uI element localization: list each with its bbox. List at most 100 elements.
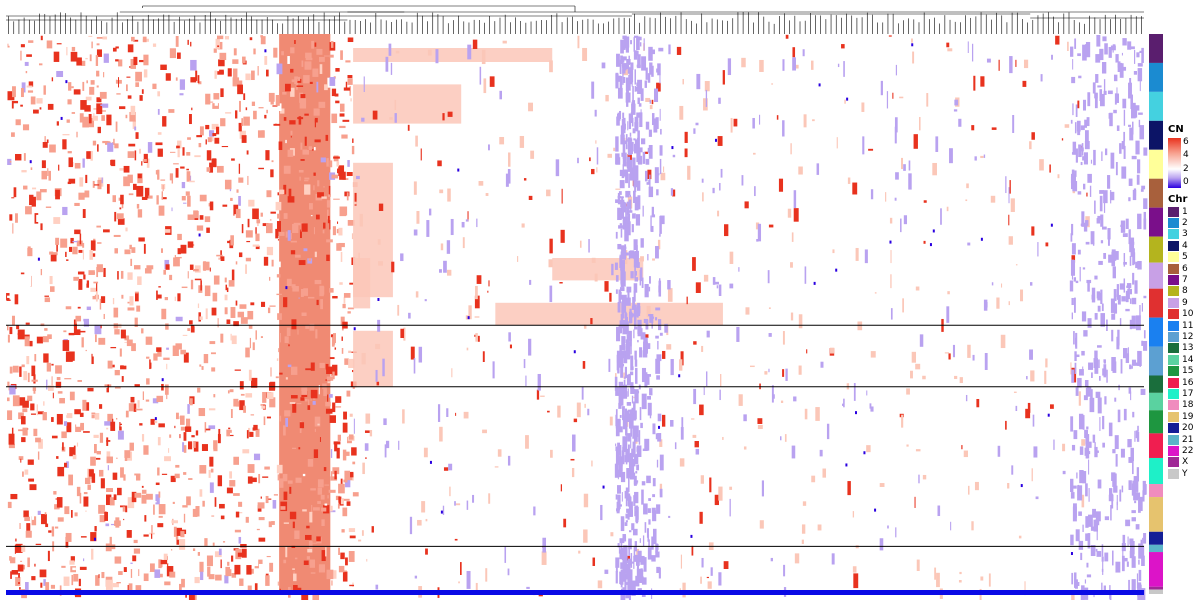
cn-cell xyxy=(124,249,131,255)
cn-cell xyxy=(113,138,115,145)
cn-cell xyxy=(618,418,621,426)
cn-cell xyxy=(577,35,580,49)
cn-cell xyxy=(86,306,92,311)
cn-cell xyxy=(397,304,400,316)
cn-cell xyxy=(637,79,643,94)
cn-cell xyxy=(609,292,612,302)
cn-cell xyxy=(51,252,58,256)
cn-cell xyxy=(317,479,324,488)
cn-cell xyxy=(273,299,279,306)
cn-cell xyxy=(1142,490,1145,502)
cn-cell xyxy=(1129,127,1134,141)
cn-cell xyxy=(326,366,333,375)
chr-legend-item: 12 xyxy=(1168,331,1200,342)
cn-cell xyxy=(958,580,962,583)
cn-cell xyxy=(657,63,661,76)
cn-cell xyxy=(1085,41,1091,58)
cn-cell xyxy=(1102,226,1107,230)
cn-cell xyxy=(230,235,234,246)
cn-cell xyxy=(26,54,32,57)
cn-cell xyxy=(69,391,75,401)
cn-cell xyxy=(332,296,338,299)
cn-cell xyxy=(782,59,785,71)
cn-cell xyxy=(1005,420,1007,430)
chr-label: 2 xyxy=(1182,218,1188,229)
cn-cell xyxy=(1101,303,1104,312)
cn-cell xyxy=(1051,54,1053,60)
cn-cell xyxy=(980,576,984,581)
cn-cell xyxy=(674,442,677,450)
cn-cell xyxy=(1077,191,1082,195)
cn-cell xyxy=(803,114,807,128)
cn-cell xyxy=(652,528,657,545)
cn-cell xyxy=(1141,303,1143,312)
cn-cell xyxy=(57,391,63,394)
cn-cell xyxy=(217,475,223,487)
cn-cell xyxy=(238,122,242,132)
cn-cell xyxy=(901,414,904,428)
cn-cell xyxy=(215,574,222,581)
cn-cell xyxy=(218,59,225,67)
cn-cell xyxy=(615,386,619,396)
cn-cell xyxy=(1097,85,1102,88)
cn-cell xyxy=(1134,500,1137,504)
cn-cell xyxy=(629,194,631,198)
cn-cell xyxy=(67,151,72,154)
cn-cell xyxy=(245,257,252,262)
cn-cell xyxy=(212,103,219,109)
cn-cell xyxy=(301,223,308,232)
cn-cell xyxy=(620,363,625,367)
cn-cell xyxy=(275,228,279,239)
cn-cell xyxy=(1000,283,1003,288)
cn-cell xyxy=(26,398,31,401)
cn-cell xyxy=(240,393,245,396)
cn-cell xyxy=(110,523,116,526)
cn-cell xyxy=(1134,430,1136,442)
cn-cell xyxy=(293,571,295,574)
cn-cell xyxy=(266,246,274,256)
cn-cell xyxy=(623,354,628,364)
cn-cell xyxy=(318,564,326,573)
cn-cell xyxy=(634,304,637,314)
cn-cell xyxy=(615,446,619,452)
cn-cell xyxy=(1143,211,1147,225)
cn-cell xyxy=(181,195,186,201)
cn-cell xyxy=(311,40,315,49)
chr-label: 16 xyxy=(1182,377,1194,388)
cn-cell xyxy=(1136,467,1140,482)
cn-cell xyxy=(258,167,264,170)
chr-swatch xyxy=(1168,252,1179,263)
cn-cell xyxy=(903,215,908,225)
cn-cell xyxy=(238,195,241,206)
cn-cell xyxy=(103,313,105,320)
cn-cell xyxy=(116,582,121,584)
cn-cell xyxy=(342,206,348,216)
cn-cell xyxy=(252,342,255,351)
cn-cell xyxy=(38,439,43,449)
cn-cell xyxy=(347,307,355,310)
cn-cell xyxy=(632,458,636,467)
cn-cell xyxy=(352,308,356,316)
cn-cell xyxy=(1121,555,1125,572)
cn-cell xyxy=(646,528,649,538)
cn-cell xyxy=(570,458,575,461)
cn-cell xyxy=(644,522,647,533)
cn-cell xyxy=(885,192,887,202)
cn-cell xyxy=(248,199,255,207)
cn-cell xyxy=(615,275,619,282)
cn-cell xyxy=(968,485,970,495)
cn-cell xyxy=(72,246,78,255)
cn-cell xyxy=(1111,249,1116,255)
cn-cell xyxy=(112,418,114,424)
cn-cell xyxy=(1143,198,1148,209)
cn-cell xyxy=(144,187,150,199)
cn-cell xyxy=(1084,44,1089,49)
cn-cell xyxy=(641,393,647,410)
cn-cell xyxy=(906,388,910,395)
cn-cell xyxy=(1133,362,1138,366)
cn-cell xyxy=(51,363,54,366)
cn-cell xyxy=(225,112,232,114)
cn-cell xyxy=(31,516,37,526)
cn-cell xyxy=(169,48,176,59)
cn-cell xyxy=(74,409,81,415)
